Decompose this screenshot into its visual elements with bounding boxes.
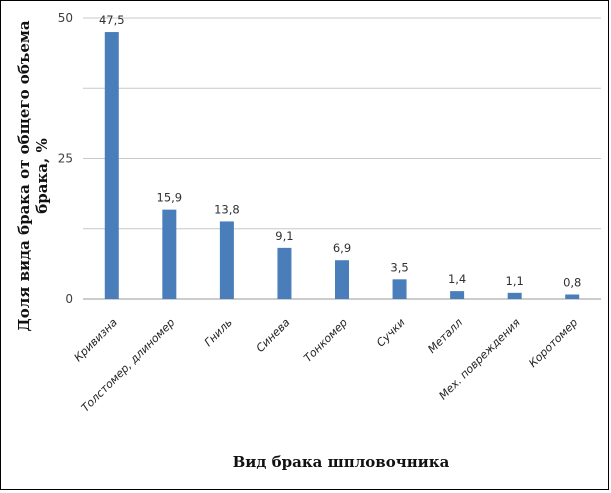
value-labels: 47,5 15,9 13,8 9,1 6,9 3,5 1,4 1,1 0,8 bbox=[99, 13, 581, 289]
value-label: 1,4 bbox=[448, 272, 466, 286]
bar bbox=[450, 291, 465, 299]
value-label: 6,9 bbox=[333, 241, 351, 255]
value-label: 13,8 bbox=[214, 202, 240, 216]
bar bbox=[565, 294, 580, 299]
bar bbox=[162, 209, 177, 299]
bar bbox=[335, 260, 349, 299]
x-tick-label: Металл bbox=[425, 316, 465, 356]
x-tick-label: Тонкомер bbox=[301, 316, 350, 365]
x-tick-label: Коротомер bbox=[526, 316, 580, 370]
x-tick-label: Кривизна bbox=[72, 316, 121, 365]
y-axis-title-line-1: Доля вида брака от общего объема bbox=[15, 20, 33, 332]
value-label: 1,1 bbox=[506, 274, 524, 288]
bar bbox=[277, 247, 292, 299]
bar bbox=[507, 292, 522, 299]
value-label: 9,1 bbox=[275, 229, 293, 243]
x-tick-label: Сучки bbox=[374, 316, 408, 350]
value-label: 15,9 bbox=[157, 191, 183, 205]
gridlines bbox=[83, 17, 601, 300]
value-label: 3,5 bbox=[390, 260, 408, 274]
y-tick-labels: 0 25 50 bbox=[58, 11, 73, 306]
value-label: 0,8 bbox=[563, 276, 581, 290]
y-tick-label: 0 bbox=[65, 292, 73, 306]
bars bbox=[104, 32, 580, 300]
bar bbox=[219, 221, 234, 299]
y-tick-label: 50 bbox=[58, 11, 73, 25]
bar bbox=[104, 32, 119, 300]
x-tick-label: Толстомер, длиномер bbox=[79, 316, 178, 415]
bar bbox=[392, 279, 407, 299]
x-tick-label: Синева bbox=[254, 316, 293, 355]
y-axis-title-line-2: брака, % bbox=[33, 138, 51, 213]
y-tick-label: 25 bbox=[58, 152, 73, 166]
x-tick-label: Гниль bbox=[202, 316, 235, 349]
x-axis-title: Вид брака шпловочника bbox=[233, 453, 450, 471]
value-label: 47,5 bbox=[99, 13, 125, 27]
